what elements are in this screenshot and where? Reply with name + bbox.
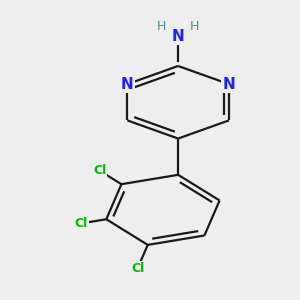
Text: Cl: Cl: [131, 262, 144, 275]
Text: H: H: [157, 20, 166, 33]
Text: Cl: Cl: [75, 217, 88, 230]
Text: Cl: Cl: [93, 164, 106, 177]
Text: N: N: [172, 28, 184, 44]
Text: H: H: [190, 20, 199, 33]
Text: N: N: [121, 76, 134, 92]
Text: N: N: [223, 76, 235, 92]
